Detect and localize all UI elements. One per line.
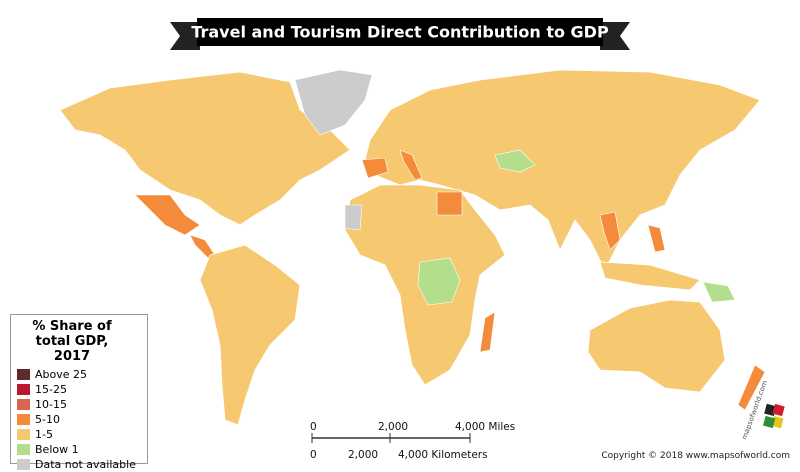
dr-congo [417,257,461,306]
scale-label: 2,000 [348,449,378,461]
eurasia [364,69,761,271]
western-sahara [344,204,363,231]
legend-swatch [17,384,30,395]
thailand [599,211,621,251]
legend-item: Above 25 [17,367,141,382]
legend-item: 5-10 [17,412,141,427]
legend-item: 15-25 [17,382,141,397]
legend-label: 5-10 [35,413,60,426]
legend: % Share of total GDP, 2017 Above 25 15-25… [10,314,148,471]
legend-item: Below 1 [17,442,141,457]
scale-label: 2,000 [378,421,408,433]
greenland [294,69,373,136]
mexico [134,194,201,236]
spain [361,157,389,179]
legend-swatch [17,399,30,410]
italy [399,149,423,181]
legend-label: 15-25 [35,383,67,396]
legend-label: Above 25 [35,368,88,381]
legend-swatch [17,429,30,440]
philippines [647,224,666,253]
indonesia [599,261,701,291]
legend-swatch [17,369,30,380]
legend-label: 1-5 [35,428,53,441]
legend-items: Above 25 15-25 10-15 5-10 1-5 Below 1 Data not… [17,367,141,472]
legend-label: 10-15 [35,398,67,411]
legend-swatch [17,444,30,455]
logo [763,403,785,429]
papua-new-guinea [702,281,736,303]
north-america [59,71,351,226]
central-asia [494,149,536,173]
australia [587,299,726,393]
legend-swatch [17,414,30,425]
legend-item: Data not available [17,457,141,472]
legend-item: 1-5 [17,427,141,442]
south-america [199,244,301,426]
madagascar [479,311,496,353]
legend-label: Below 1 [35,443,79,456]
legend-item: 10-15 [17,397,141,412]
egypt [436,191,463,216]
scale-label: 0 [310,449,317,461]
new-zealand [737,364,766,411]
scale-label: 4,000 Miles [455,421,515,433]
copyright: Copyright © 2018 www.mapsofworld.com [601,451,790,461]
map-title: Travel and Tourism Direct Contribution t… [191,23,609,42]
scale-label: 4,000 Kilometers [398,449,488,461]
banner [197,18,603,46]
scale-label: 0 [310,421,317,433]
legend-swatch [17,459,30,470]
legend-label: Data not available [35,458,136,471]
legend-title: % Share of total GDP, 2017 [32,319,112,364]
